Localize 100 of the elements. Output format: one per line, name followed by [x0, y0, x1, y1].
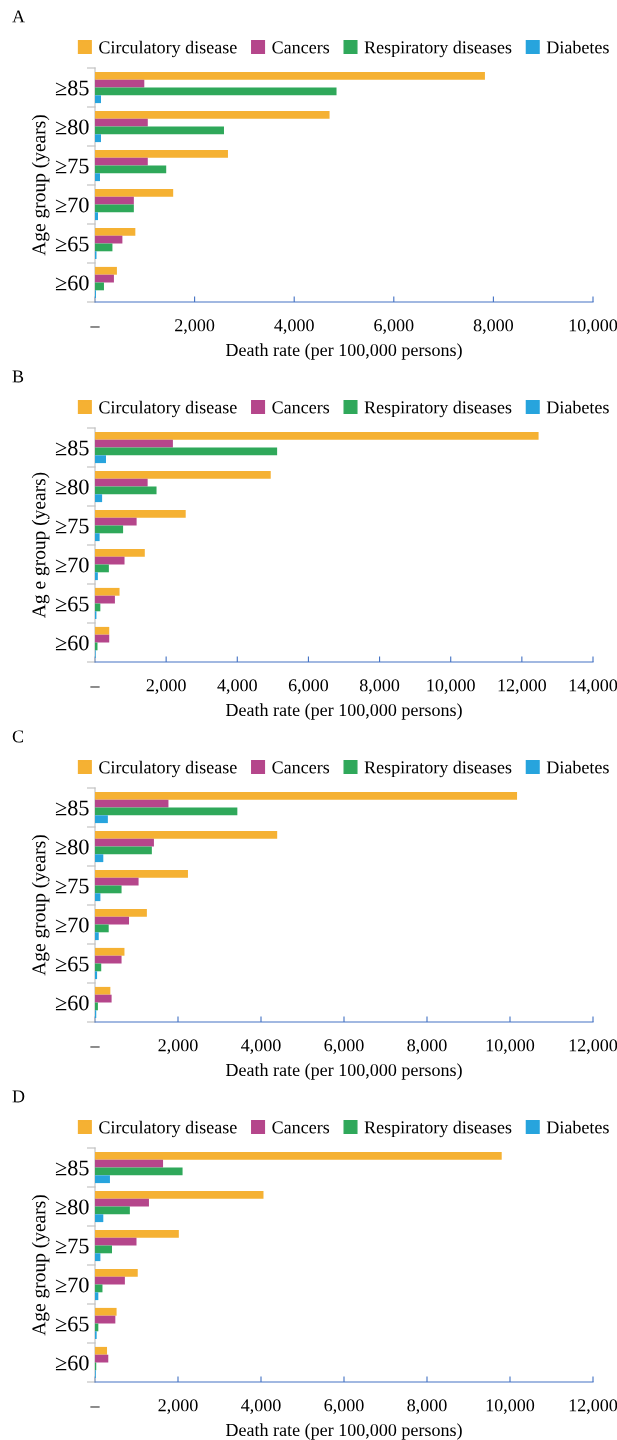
y-tick-label: ≥75 [55, 1238, 89, 1254]
bar [95, 533, 100, 542]
y-tick-label: ≥80 [55, 1199, 89, 1215]
bar [95, 235, 123, 244]
y-tick-label: ≥70 [55, 557, 89, 573]
bar [95, 916, 130, 925]
y-tick-label: ≥65 [55, 1316, 89, 1332]
bar [95, 1253, 101, 1262]
bar [95, 924, 109, 933]
y-tick-label: ≥80 [55, 479, 89, 495]
bar [95, 1214, 104, 1223]
bar [95, 564, 109, 573]
y-tick-label: ≥70 [55, 197, 89, 213]
bar [95, 173, 100, 182]
bar [95, 149, 228, 158]
x-tick-label: 10,000 [486, 1039, 535, 1054]
x-tick-label: – [90, 1406, 100, 1408]
bar [95, 893, 101, 902]
bar [95, 478, 148, 487]
bar [95, 791, 518, 800]
bar [95, 1159, 164, 1168]
bar [95, 846, 152, 855]
bar [95, 486, 157, 495]
y-tick-label: ≥75 [55, 878, 89, 894]
chart-title: D [12, 1090, 25, 1103]
bar [95, 1323, 99, 1332]
bar [95, 587, 120, 596]
bar [95, 595, 115, 604]
y-tick-label: ≥85 [55, 800, 89, 816]
bar [95, 1276, 125, 1285]
bar [95, 470, 271, 479]
x-tick-label: 8,000 [473, 319, 514, 334]
x-tick-label: 6,000 [374, 319, 414, 334]
legend-label: Circulatory disease [99, 1120, 237, 1138]
bar [95, 556, 125, 565]
bar [95, 838, 154, 847]
bar [95, 947, 125, 956]
bar [95, 447, 278, 456]
x-tick-label: 4,000 [274, 319, 314, 334]
bar [95, 1151, 502, 1160]
bar [95, 1354, 109, 1363]
bar [95, 1167, 183, 1176]
bar [95, 525, 124, 534]
bar [95, 1307, 117, 1316]
bar [95, 955, 122, 964]
legend-label: Circulatory disease [99, 400, 237, 418]
bar [95, 572, 98, 581]
y-tick-label: ≥75 [55, 518, 89, 534]
y-tick-label: ≥60 [55, 275, 89, 291]
bar [95, 71, 485, 80]
x-tick-label: 12,000 [498, 679, 546, 694]
x-tick-label: 10,000 [427, 679, 475, 694]
x-tick-label: 2,000 [146, 679, 186, 694]
bar [95, 126, 224, 135]
bar [95, 986, 111, 995]
y-tick-label: ≥85 [55, 1160, 89, 1176]
y-tick-label: ≥65 [55, 236, 89, 252]
x-tick-label: 14,000 [569, 679, 617, 694]
bar [95, 431, 539, 440]
bar [95, 157, 148, 166]
bar [95, 1175, 110, 1184]
x-tick-label: 8,000 [359, 679, 400, 694]
bar [95, 877, 139, 886]
legend-label: Diabetes [546, 760, 609, 774]
bar [95, 282, 104, 291]
y-tick-label: ≥65 [55, 596, 89, 612]
bar [95, 1206, 130, 1215]
y-tick-label: ≥75 [55, 158, 89, 174]
bar [95, 110, 330, 119]
bar [95, 815, 108, 824]
y-axis-title: Age group (years) [31, 1195, 50, 1336]
bar [95, 165, 167, 174]
bar [95, 212, 98, 221]
chart-title: C [12, 730, 24, 743]
bar [95, 196, 134, 205]
y-tick-label: ≥70 [55, 917, 89, 933]
bar [95, 1190, 264, 1199]
bar [95, 971, 98, 980]
chart-title: B [12, 370, 24, 383]
y-tick-label: ≥80 [55, 119, 89, 135]
bar [95, 87, 337, 96]
x-tick-label: 2,000 [158, 1399, 198, 1414]
x-axis-title: Death rate (per 100,000 persons) [225, 1063, 462, 1080]
bar [95, 227, 136, 236]
bar [95, 439, 173, 448]
bar [95, 634, 110, 643]
bar [95, 799, 169, 808]
chart-title: A [12, 10, 25, 23]
bar [95, 494, 103, 503]
bar [95, 188, 174, 197]
x-tick-label: 12,000 [569, 1039, 617, 1054]
x-tick-label: 4,000 [241, 1399, 281, 1414]
y-axis-title: Age group (years) [31, 115, 50, 256]
legend-label: Cancers [272, 401, 330, 414]
bar [95, 1292, 99, 1301]
legend-label: Circulatory disease [99, 40, 237, 58]
y-tick-label: ≥70 [55, 1277, 89, 1293]
bar [95, 1229, 179, 1238]
y-tick-label: ≥85 [55, 80, 89, 96]
bar [95, 1002, 98, 1011]
